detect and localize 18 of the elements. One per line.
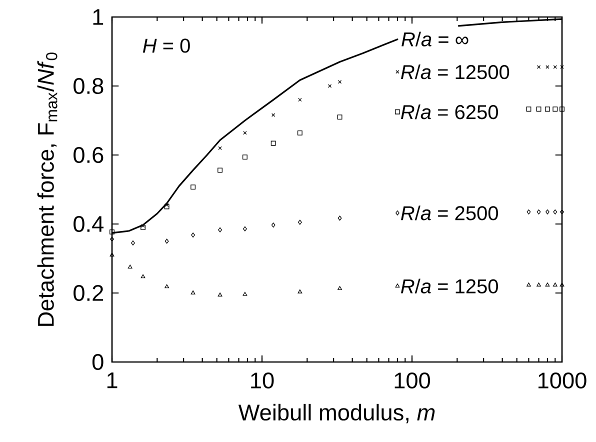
y-tick-label: 0.6 [74,146,104,164]
y-tick-label: 0.4 [74,216,104,232]
x-tick-label: 1000 [538,372,586,389]
series-label: R/a = 2500 [401,206,498,220]
x-axis-title: Weibull modulus, m [238,404,435,424]
y-tick-label: 0 [92,354,104,370]
series-label: R/a = 12500 [401,64,510,80]
annotation: H = 0 [142,38,190,53]
series-label: R/a = 6250 [401,104,498,120]
y-tick-label: 0.2 [74,284,104,302]
y-axis-title: Detachment force, F$_{max}$/Nf$_{0}$ [37,52,58,326]
x-tick-label: 100 [394,372,430,389]
x-tick-label: 10 [251,372,274,389]
y-tick-label: 0.8 [74,78,104,94]
series-label: R/a = 1250 [401,278,498,294]
legend-label: R/a = ∞ [402,32,468,46]
x-tick-label: 1 [107,372,118,388]
y-tick-label: 1 [93,9,104,25]
